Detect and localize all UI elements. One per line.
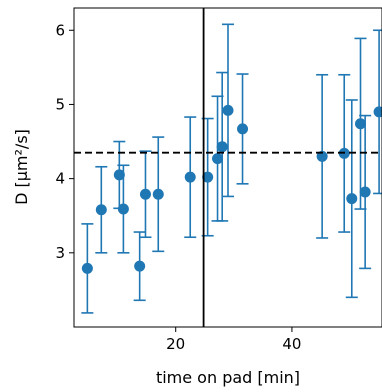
data-marker (202, 171, 214, 183)
data-marker (152, 188, 164, 200)
data-point-15 (345, 99, 358, 299)
reference-lines (74, 8, 382, 327)
data-marker (359, 186, 371, 198)
data-point-13 (316, 73, 329, 239)
data-point-7 (184, 116, 197, 239)
x-tick-label: 20 (166, 335, 185, 353)
data-point-16 (354, 37, 367, 210)
data-marker (184, 171, 196, 183)
data-marker (81, 262, 93, 274)
data-marker (346, 193, 358, 205)
data-point-12 (236, 73, 249, 185)
plot-frame (73, 7, 382, 328)
data-marker (113, 169, 125, 181)
data-point-17 (359, 114, 372, 270)
data-marker (212, 153, 224, 165)
data-marker (222, 104, 234, 116)
y-tick-label: 6 (55, 21, 65, 39)
data-marker (354, 118, 366, 130)
data-marker (95, 204, 107, 216)
data-point-0 (81, 223, 94, 314)
y-tick-label: 3 (55, 244, 65, 262)
data-marker (316, 150, 328, 162)
data-point-5 (139, 150, 152, 239)
data-marker (134, 260, 146, 272)
x-tick-label: 40 (282, 335, 301, 353)
x-axis-label: time on pad [min] (156, 368, 300, 387)
data-point-18 (373, 29, 382, 195)
data-point-1 (95, 165, 108, 254)
axes: 20 40 3 4 5 6 (55, 7, 382, 353)
data-marker (117, 203, 129, 215)
data-marker (373, 106, 382, 118)
data-point-3 (117, 164, 130, 254)
data-marker (216, 141, 228, 153)
data-point-4 (133, 231, 146, 302)
data-marker (139, 188, 151, 200)
y-tick-label: 4 (55, 170, 65, 188)
y-tick-label: 5 (55, 95, 65, 113)
y-axis-label: D [μm²/s] (12, 129, 31, 205)
plot-area (81, 23, 382, 314)
data-point-11 (222, 23, 234, 198)
data-point-6 (152, 136, 165, 253)
data-marker (237, 123, 249, 135)
